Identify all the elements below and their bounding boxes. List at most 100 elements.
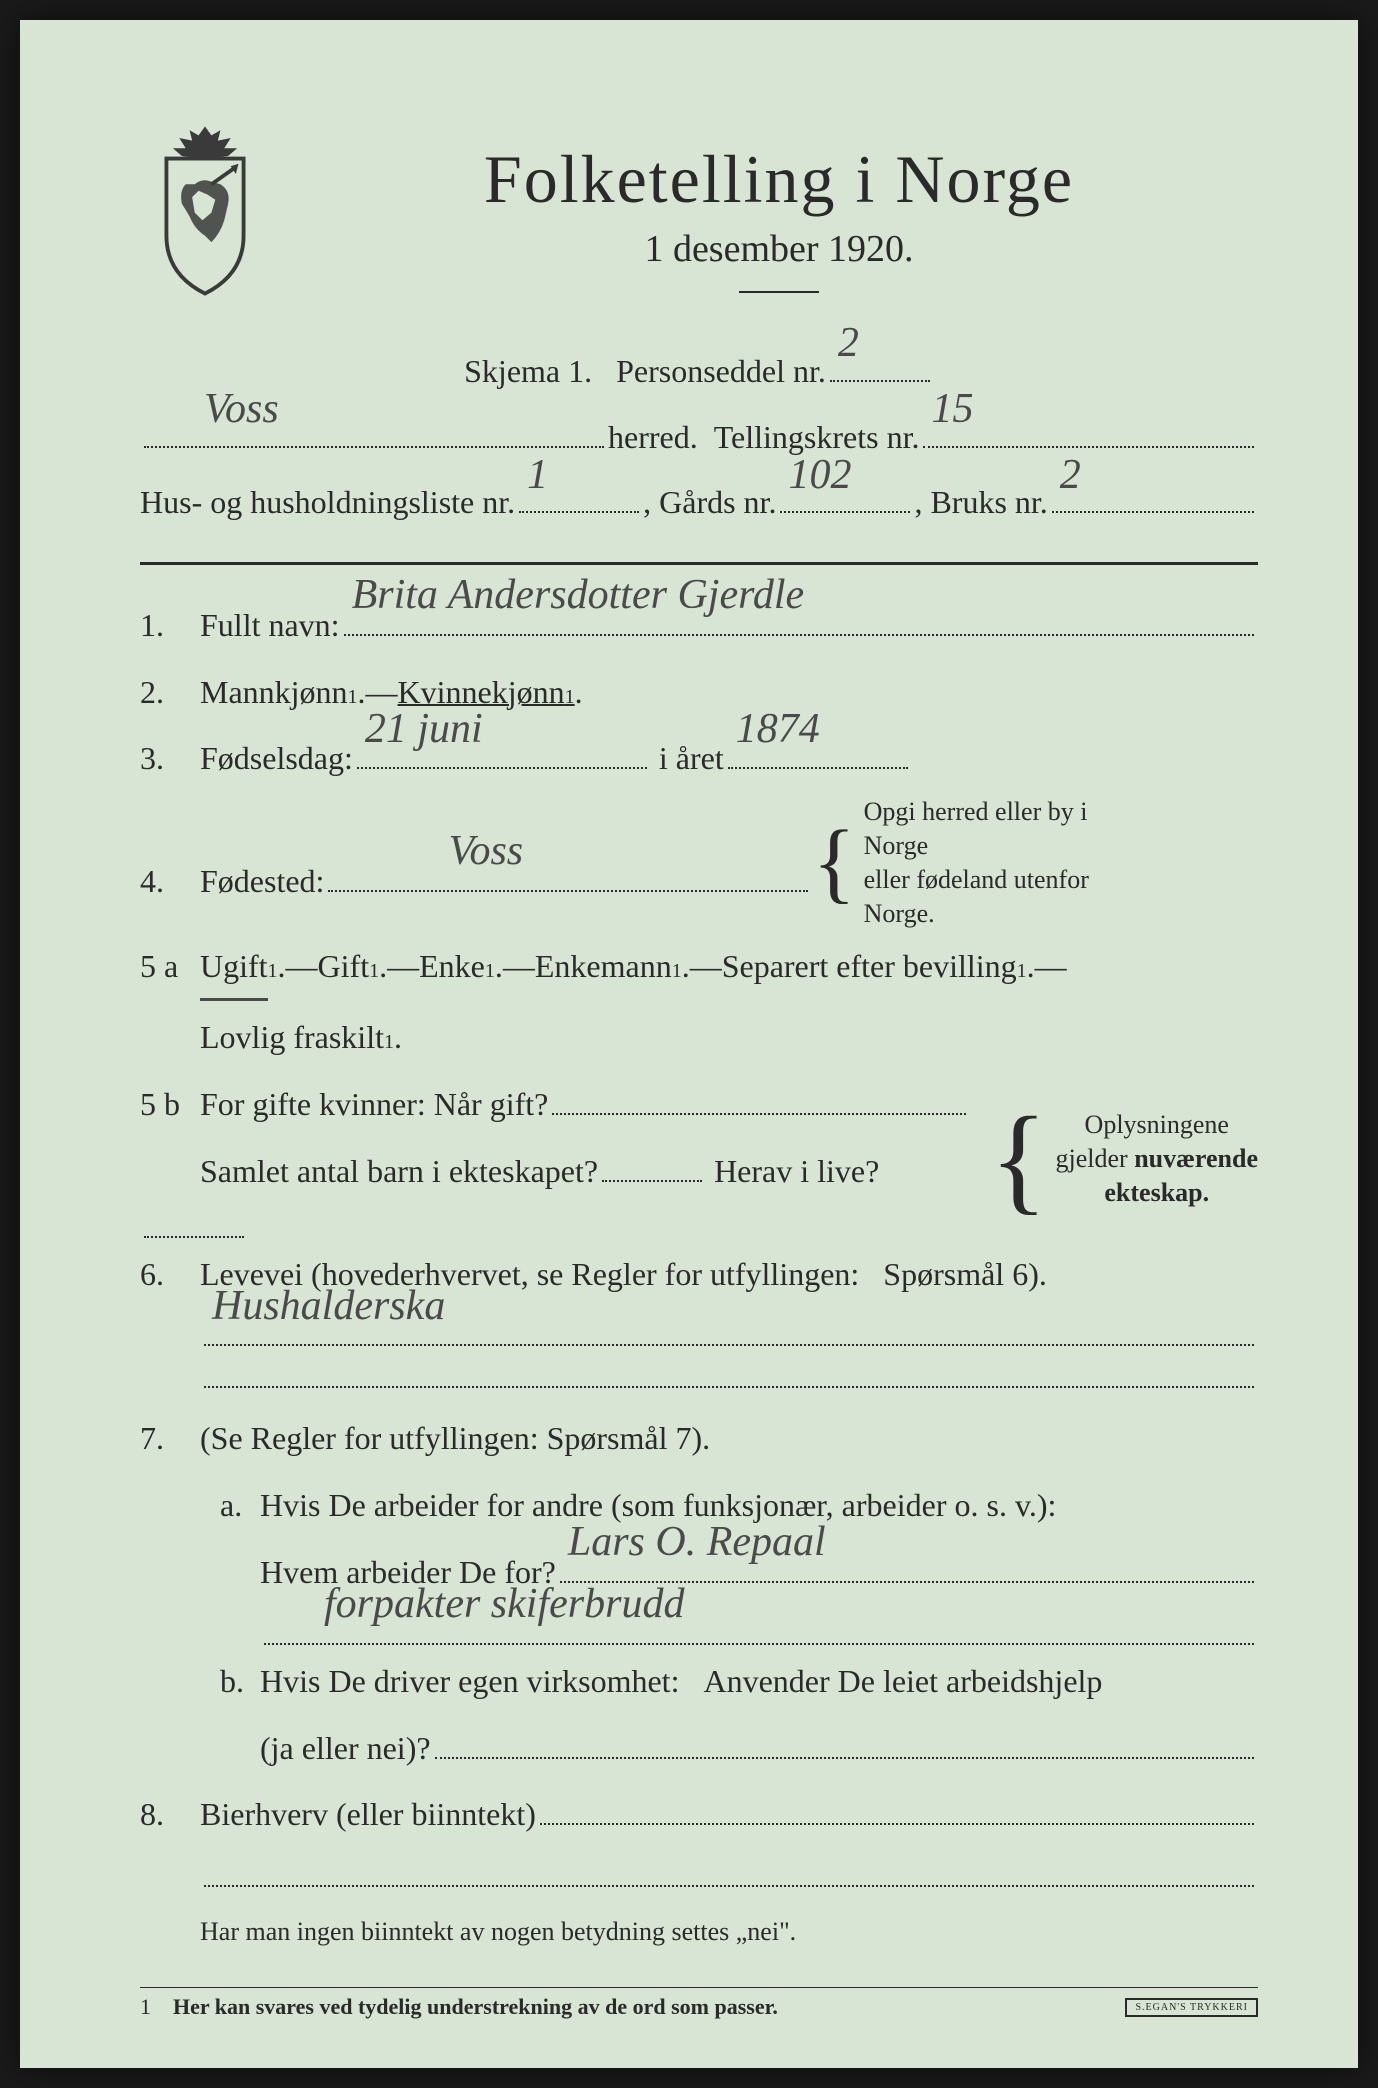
q3-label: Fødselsdag: [200,728,353,789]
herred-label: herred. [608,409,698,467]
bruks-value: 2 [1060,438,1081,514]
q5a-ugift: Ugift [200,936,268,1001]
q3-year-value: 1874 [736,690,820,770]
q7b-label3: (ja eller nei)? [260,1718,431,1779]
skjema-line: Skjema 1. Personseddel nr. 2 [140,343,1258,401]
q6-field: Hushalderska [204,1310,1254,1346]
herred-value: Voss [204,372,279,448]
brace-icon: { [812,840,855,885]
q1-row: 1. Fullt navn: Brita Andersdotter Gjerdl… [140,595,1258,656]
q5b-label1: For gifte kvinner: Når gift? [200,1074,548,1135]
q4-note2: eller fødeland utenfor Norge. [864,865,1089,928]
q4-note1: Opgi herred eller by i Norge [864,797,1088,860]
q2-num: 2. [140,662,200,723]
q5b-row1: 5 b For gifte kvinner: Når gift? [140,1074,970,1135]
q5b-field2 [602,1146,702,1182]
q5b-note2: gjelder nuværende [1056,1144,1258,1173]
q2-period: . [575,662,583,723]
herred-line: Voss herred. Tellingskrets nr. 15 [140,409,1258,467]
footer-note: Har man ingen biinntekt av nogen betydni… [140,1917,1258,1947]
census-form-page: Folketelling i Norge 1 desember 1920. Sk… [20,20,1358,2068]
q7b-label2: Anvender De leiet arbeidshjelp [703,1651,1102,1712]
q3-num: 3. [140,728,200,789]
q7b-row1: b. Hvis De driver egen virksomhet: Anven… [140,1651,1258,1712]
q3-day-field: 21 juni [357,733,647,769]
title-divider [739,291,819,293]
husliste-label: Hus- og husholdningsliste nr. [140,474,515,532]
q5a-num: 5 a [140,936,200,997]
personseddel-value: 2 [838,306,859,382]
q5b-label3: Herav i live? [714,1141,879,1202]
brace-icon: { [990,1129,1048,1189]
q1-value: Brita Andersdotter Gjerdle [352,556,805,636]
q5b-field3 [144,1202,244,1238]
q8-num: 8. [140,1784,200,1845]
q5b-label2: Samlet antal barn i ekteskapet? [200,1141,598,1202]
husliste-value: 1 [527,438,548,514]
q5a-row: 5 a Ugift1. — Gift1. — Enke1. — Enkemann… [140,936,1258,1001]
q1-num: 1. [140,595,200,656]
q3-year-label: i året [659,728,724,789]
main-title: Folketelling i Norge [300,140,1258,219]
subtitle-date: 1 desember 1920. [300,227,1258,271]
footnote-bar: 1 Her kan svares ved tydelig understrekn… [140,1987,1258,2020]
q7b-num: b. [200,1651,260,1712]
q5a-separert: Separert efter bevilling [722,936,1017,997]
printer-stamp: S.EGAN'S TRYKKERI [1125,1998,1258,2017]
q8-field2 [204,1851,1254,1887]
q7-row: 7. (Se Regler for utfyllingen: Spørsmål … [140,1408,1258,1469]
q6-field2 [204,1352,1254,1388]
q8-row: 8. Bierhverv (eller biinntekt) [140,1784,1258,1845]
gards-value: 102 [788,438,851,514]
q4-note: { Opgi herred eller by i Norge eller fød… [812,795,1123,930]
q7a-row3: forpakter skiferbrudd [140,1609,1258,1645]
q6-value: Hushalderska [212,1267,445,1347]
q4-row: 4. Fødested: Voss { Opgi herred eller by… [140,795,1258,930]
q3-day-value: 21 juni [365,690,483,770]
q5b-block: 5 b For gifte kvinner: Når gift? Samlet … [140,1074,1258,1244]
q5a-enkemann: Enkemann [535,936,672,997]
q1-label: Fullt navn: [200,595,340,656]
skjema-label: Skjema 1. [464,343,592,401]
q7a-value2: forpakter skiferbrudd [324,1565,684,1645]
q8-field [540,1789,1254,1825]
q4-num: 4. [140,851,200,912]
q6-num: 6. [140,1244,200,1305]
q5a-enke: Enke [419,936,485,997]
q7b-label1: Hvis De driver egen virksomhet: [260,1651,679,1712]
q4-field: Voss [328,856,808,892]
gards-field: 102 [780,477,910,513]
q5b-note3: ekteskap. [1104,1178,1209,1207]
q7b-field [435,1723,1254,1759]
q7-intro: (Se Regler for utfyllingen: Spørsmål 7). [200,1408,710,1469]
q5b-note1: Oplysningene [1085,1110,1229,1139]
husliste-field: 1 [519,477,639,513]
q2-mann: Mannkjønn [200,662,348,723]
q7b-row2: (ja eller nei)? [140,1718,1258,1779]
q6-label-end: Spørsmål 6). [883,1244,1047,1305]
q5b-field1 [552,1079,966,1115]
q7a-num: a. [200,1475,260,1536]
footnote: 1 Her kan svares ved tydelig understrekn… [140,1994,778,2020]
q5a-row2: Lovlig fraskilt1. [140,1007,1258,1068]
q5a-fraskilt: Lovlig fraskilt [200,1007,384,1068]
tellingskrets-value: 15 [931,372,973,448]
coat-of-arms-icon [140,120,270,300]
q8-label: Bierhverv (eller biinntekt) [200,1784,536,1845]
personseddel-label: Personseddel nr. [616,343,826,401]
q3-row: 3. Fødselsdag: 21 juni i året 1874 [140,728,1258,789]
q3-year-field: 1874 [728,733,908,769]
personseddel-field: 2 [830,346,930,382]
q4-label: Fødested: [200,851,324,912]
q5b-row2: Samlet antal barn i ekteskapet? Herav i … [140,1141,970,1238]
gards-label: , Gårds nr. [643,474,776,532]
q1-field: Brita Andersdotter Gjerdle [344,600,1254,636]
bruks-field: 2 [1052,477,1254,513]
q7a-row2: Hvem arbeider De for? Lars O. Repaal [140,1542,1258,1603]
q5a-gift: Gift [318,936,370,997]
husliste-line: Hus- og husholdningsliste nr. 1 , Gårds … [140,474,1258,532]
footnote-num: 1 [140,1994,151,2019]
q8-blank [140,1851,1258,1887]
header: Folketelling i Norge 1 desember 1920. [140,140,1258,333]
q4-value: Voss [448,812,523,892]
